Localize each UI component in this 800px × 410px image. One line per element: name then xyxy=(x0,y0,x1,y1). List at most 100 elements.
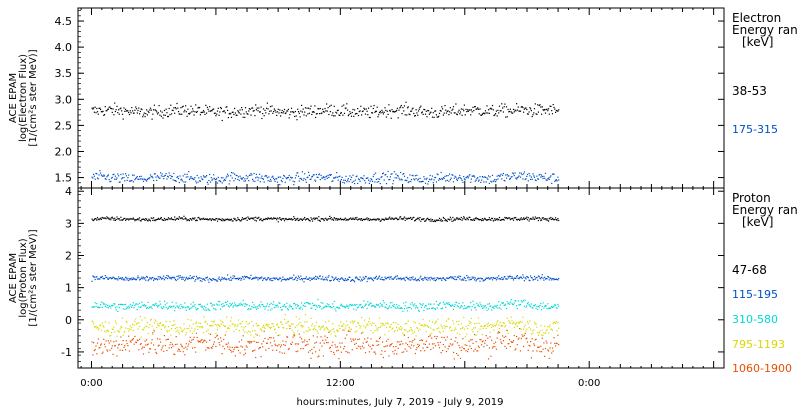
data-point-47-68 xyxy=(137,218,139,220)
data-point-175-315 xyxy=(540,176,542,178)
data-point-175-315 xyxy=(294,177,296,179)
data-point-175-315 xyxy=(243,180,245,182)
data-point-795-1193 xyxy=(141,319,143,321)
data-point-795-1193 xyxy=(94,326,96,328)
data-point-175-315 xyxy=(499,175,501,177)
data-point-1060-1900 xyxy=(477,345,480,347)
data-point-795-1193 xyxy=(555,322,557,324)
data-point-795-1193 xyxy=(446,325,448,327)
data-point-1060-1900 xyxy=(366,340,368,343)
data-point-310-580 xyxy=(385,303,388,305)
data-point-38-53 xyxy=(245,111,247,113)
data-point-175-315 xyxy=(459,177,462,179)
data-point-795-1193 xyxy=(237,319,240,321)
data-point-38-53 xyxy=(122,118,124,120)
data-point-310-580 xyxy=(210,302,212,304)
data-point-175-315 xyxy=(152,177,154,179)
data-point-795-1193 xyxy=(535,323,537,325)
data-point-1060-1900 xyxy=(456,353,458,355)
data-point-115-195 xyxy=(268,277,270,279)
data-point-175-315 xyxy=(253,172,255,175)
data-point-115-195 xyxy=(382,279,384,281)
data-point-175-315 xyxy=(438,179,440,181)
data-point-795-1193 xyxy=(400,329,402,331)
data-point-115-195 xyxy=(371,278,374,281)
data-point-175-315 xyxy=(380,176,382,179)
data-point-1060-1900 xyxy=(329,346,331,348)
data-point-1060-1900 xyxy=(315,341,317,343)
data-point-115-195 xyxy=(459,278,461,280)
data-point-115-195 xyxy=(168,276,170,278)
data-point-310-580 xyxy=(358,304,360,306)
data-point-38-53 xyxy=(168,107,170,110)
data-point-38-53 xyxy=(177,111,180,113)
data-point-175-315 xyxy=(523,171,525,173)
data-point-115-195 xyxy=(108,277,110,279)
data-point-38-53 xyxy=(551,110,553,112)
data-point-795-1193 xyxy=(95,325,97,327)
data-point-115-195 xyxy=(177,275,180,277)
data-point-115-195 xyxy=(189,275,191,277)
data-point-38-53 xyxy=(382,113,384,115)
data-point-795-1193 xyxy=(170,334,172,336)
data-point-47-68 xyxy=(146,220,148,222)
data-point-38-53 xyxy=(524,107,526,109)
data-point-47-68 xyxy=(149,219,151,221)
data-point-47-68 xyxy=(461,219,463,221)
data-point-795-1193 xyxy=(131,327,133,329)
data-point-310-580 xyxy=(341,305,343,307)
data-point-1060-1900 xyxy=(282,340,284,342)
data-point-310-580 xyxy=(236,305,238,307)
data-point-175-315 xyxy=(222,177,224,179)
data-point-38-53 xyxy=(364,108,366,110)
data-point-795-1193 xyxy=(516,322,518,324)
data-point-115-195 xyxy=(424,276,426,278)
data-point-115-195 xyxy=(531,277,533,279)
data-point-47-68 xyxy=(119,219,121,221)
data-point-175-315 xyxy=(247,176,249,178)
data-point-38-53 xyxy=(320,112,322,115)
data-point-115-195 xyxy=(118,278,120,280)
data-point-795-1193 xyxy=(435,320,437,322)
data-point-115-195 xyxy=(385,278,387,280)
data-point-115-195 xyxy=(103,278,105,280)
data-point-47-68 xyxy=(92,219,94,221)
data-point-175-315 xyxy=(350,176,353,178)
data-point-1060-1900 xyxy=(276,349,278,351)
data-point-175-315 xyxy=(514,172,516,174)
data-point-47-68 xyxy=(108,218,110,221)
data-point-795-1193 xyxy=(96,326,99,328)
data-point-47-68 xyxy=(483,218,485,220)
data-point-47-68 xyxy=(396,217,398,219)
data-point-310-580 xyxy=(153,305,155,307)
data-point-47-68 xyxy=(535,217,537,220)
data-point-175-315 xyxy=(421,180,423,183)
data-point-795-1193 xyxy=(324,327,326,329)
data-point-115-195 xyxy=(195,275,198,277)
data-point-1060-1900 xyxy=(340,351,342,353)
data-point-175-315 xyxy=(311,176,313,178)
data-point-175-315 xyxy=(442,178,444,180)
data-point-115-195 xyxy=(209,277,211,280)
data-point-115-195 xyxy=(95,276,97,278)
data-point-175-315 xyxy=(385,183,388,185)
data-point-47-68 xyxy=(322,218,324,220)
data-point-47-68 xyxy=(229,218,231,220)
data-point-175-315 xyxy=(208,179,210,182)
data-point-38-53 xyxy=(288,117,290,119)
data-point-175-315 xyxy=(288,174,290,177)
data-point-795-1193 xyxy=(557,322,559,324)
data-point-115-195 xyxy=(206,277,208,279)
data-point-795-1193 xyxy=(431,332,433,335)
data-point-38-53 xyxy=(265,112,267,114)
data-point-175-315 xyxy=(117,173,119,175)
data-point-310-580 xyxy=(298,307,300,309)
data-point-115-195 xyxy=(283,278,286,280)
data-point-115-195 xyxy=(367,278,369,280)
data-point-47-68 xyxy=(139,217,141,219)
data-point-38-53 xyxy=(400,104,402,107)
data-point-38-53 xyxy=(336,109,339,112)
data-point-795-1193 xyxy=(273,325,275,327)
data-point-175-315 xyxy=(211,179,213,181)
data-point-310-580 xyxy=(99,306,101,308)
